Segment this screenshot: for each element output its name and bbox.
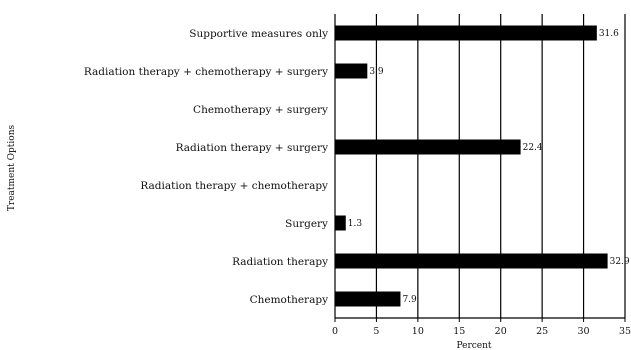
bar [335,139,521,155]
data-label: 1.3 [348,219,363,229]
bar [335,253,608,269]
category-label: Radiation therapy [232,256,328,268]
data-label: 7.9 [402,295,417,305]
category-labels: Supportive measures only Radiation therap… [84,28,328,306]
category-label: Radiation therapy + chemotherapy + surge… [84,66,328,78]
x-tick-label: 10 [412,326,424,337]
data-label: 22.4 [523,143,543,153]
x-tick-labels: 0 5 10 15 20 25 30 35 [332,326,631,337]
bars [335,25,608,307]
bar [335,25,597,41]
data-labels: 31.6 3.9 22.4 1.3 32.9 7.9 [348,29,630,305]
category-label: Radiation therapy + chemotherapy [140,180,328,192]
data-label: 32.9 [610,257,630,267]
x-tick-label: 15 [453,326,465,337]
x-axis-title: Percent [456,341,491,350]
category-label: Chemotherapy [250,294,328,306]
grid-lines [334,14,626,322]
bar [335,291,401,307]
x-tick-label: 5 [373,326,379,337]
data-label: 31.6 [599,29,619,39]
x-tick-label: 30 [578,326,590,337]
category-label: Surgery [285,218,328,230]
y-axis-title: Treatment Options [7,125,17,212]
x-tick-label: 25 [536,326,548,337]
category-label: Chemotherapy + surgery [193,104,328,116]
x-tick-label: 0 [332,326,338,337]
x-tick-label: 20 [495,326,507,337]
x-tick-label: 35 [619,326,631,337]
bar [335,215,346,231]
category-label: Supportive measures only [189,28,328,40]
data-label: 3.9 [369,67,384,77]
bar [335,63,368,79]
category-label: Radiation therapy + surgery [176,142,328,154]
